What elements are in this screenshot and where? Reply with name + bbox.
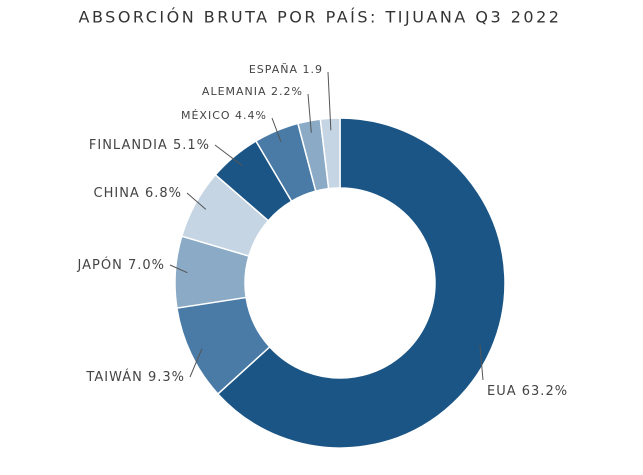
leader-line — [214, 144, 243, 166]
slice-category: MÉXICO — [181, 109, 231, 122]
slice-label: MÉXICO 4.4% — [181, 109, 267, 122]
slice-label: TAIWÁN 9.3% — [85, 369, 185, 385]
donut-slice — [319, 117, 341, 190]
donut-slice — [216, 117, 506, 449]
slice-value: 2.2% — [271, 85, 303, 98]
slice-category: ALEMANIA — [202, 85, 267, 98]
leader-line — [186, 192, 207, 210]
slice-category: FINLANDIA — [89, 138, 168, 153]
slice-label: JAPÓN 7.0% — [77, 257, 165, 273]
slice-category: EUA — [487, 384, 517, 399]
slice-value: 6.8% — [145, 186, 182, 201]
slice-label: ALEMANIA 2.2% — [202, 85, 303, 98]
slice-category: JAPÓN — [77, 257, 123, 273]
slice-label: CHINA 6.8% — [94, 186, 182, 201]
slice-value: 9.3% — [148, 370, 185, 385]
slice-value: 7.0% — [128, 258, 165, 273]
leader-line — [479, 344, 484, 381]
chart-title: ABSORCIÓN BRUTA POR PAÍS: TIJUANA Q3 202… — [79, 8, 562, 27]
slice-label: EUA 63.2% — [487, 384, 568, 399]
slice-category: ESPAÑA — [249, 63, 298, 76]
slice-value: 4.4% — [235, 109, 267, 122]
slice-label: ESPAÑA 1.9 — [249, 63, 323, 76]
leader-line — [169, 264, 188, 274]
slice-value: 63.2% — [522, 384, 568, 399]
slice-label: FINLANDIA 5.1% — [89, 138, 210, 153]
leader-line — [327, 71, 332, 131]
slice-value: 1.9 — [303, 63, 324, 76]
slice-category: CHINA — [94, 186, 140, 201]
leader-line — [189, 348, 203, 378]
leader-line — [307, 93, 312, 133]
leader-line — [271, 117, 282, 143]
slice-value: 5.1% — [173, 138, 210, 153]
slice-category: TAIWÁN — [85, 369, 142, 385]
